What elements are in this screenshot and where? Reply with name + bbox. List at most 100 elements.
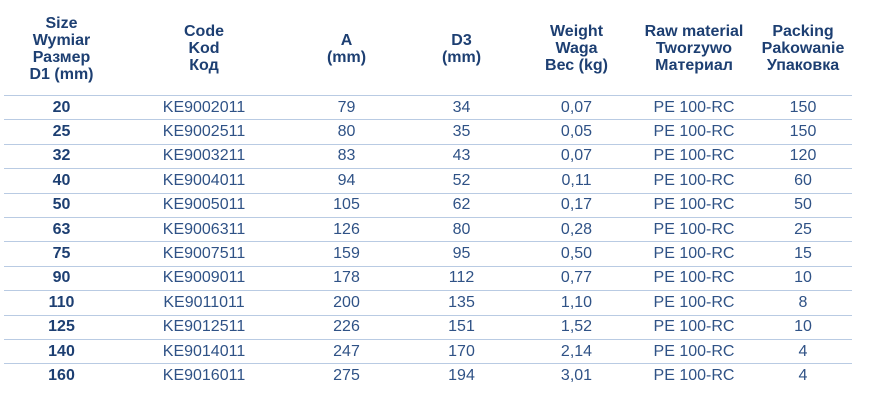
header-label-line: D1 (mm) xyxy=(29,65,94,83)
size-cell: 125 xyxy=(4,315,119,340)
header-label-line: Wymiar xyxy=(32,31,91,49)
a-cell: 126 xyxy=(289,217,404,243)
dimensions-table: Size Wymiar Размер D1 (mm) Code Kod Код A (mm) D3… xyxy=(4,2,852,388)
header-label-line: Код xyxy=(189,57,219,74)
d3-cell: 170 xyxy=(404,339,519,365)
d3-cell: 151 xyxy=(404,315,519,340)
header-label-line: Packing xyxy=(772,23,834,40)
material-cell: PE 100-RC xyxy=(634,119,754,145)
table-body: 20 KE9002011 79 34 0,07 PE 100-RC 150 25 KE90025… xyxy=(4,95,852,388)
header-label-line: Raw material xyxy=(644,23,744,40)
d3-cell: 80 xyxy=(404,217,519,243)
table-row: 160 KE9016011 275 194 3,01 PE 100-RC 4 xyxy=(4,364,852,388)
code-cell: KE9002011 xyxy=(119,95,289,121)
header-label-line: A xyxy=(340,31,353,49)
packing-cell: 8 xyxy=(754,290,852,316)
packing-cell: 60 xyxy=(754,168,852,194)
weight-cell: 0,05 xyxy=(519,119,634,145)
a-cell: 200 xyxy=(289,290,404,316)
header-size: Size Wymiar Размер D1 (mm) xyxy=(4,2,119,96)
header-weight: Weight Waga Вес (kg) xyxy=(519,2,634,96)
d3-cell: 62 xyxy=(404,193,519,218)
size-cell: 110 xyxy=(4,290,119,316)
size-cell: 63 xyxy=(4,217,119,243)
packing-cell: 10 xyxy=(754,315,852,340)
table-row: 125 KE9012511 226 151 1,52 PE 100-RC 10 xyxy=(4,315,852,340)
header-label-line: Вес (kg) xyxy=(545,57,608,74)
packing-cell: 150 xyxy=(754,119,852,145)
header-label-line: Waga xyxy=(555,40,598,57)
weight-cell: 0,07 xyxy=(519,95,634,121)
header-label-line: Tworzywo xyxy=(655,40,733,57)
packing-cell: 4 xyxy=(754,339,852,365)
size-cell: 160 xyxy=(48,366,75,384)
size-cell: 75 xyxy=(4,241,119,267)
d3-cell: 52 xyxy=(404,168,519,194)
header-label-line: (mm) xyxy=(326,48,367,66)
a-cell: 226 xyxy=(289,315,404,340)
d3-cell: 95 xyxy=(404,241,519,267)
packing-cell: 10 xyxy=(754,266,852,292)
code-cell: KE9016011 xyxy=(162,366,246,384)
a-cell: 79 xyxy=(289,95,404,121)
table-row: 25 KE9002511 80 35 0,05 PE 100-RC 150 xyxy=(4,119,852,145)
material-cell: PE 100-RC xyxy=(634,315,754,340)
header-label-line: Size xyxy=(45,14,78,32)
code-cell: KE9006311 xyxy=(119,217,289,243)
header-label-line: Kod xyxy=(188,40,220,57)
material-cell: PE 100-RC xyxy=(653,366,735,384)
weight-cell: 0,11 xyxy=(519,168,634,194)
code-cell: KE9002511 xyxy=(119,119,289,145)
table-row: 140 KE9014011 247 170 2,14 PE 100-RC 4 xyxy=(4,339,852,365)
size-cell: 40 xyxy=(4,168,119,194)
header-label-line: Упаковка xyxy=(766,57,840,74)
weight-cell: 1,52 xyxy=(519,315,634,340)
packing-cell: 50 xyxy=(754,193,852,218)
packing-cell: 25 xyxy=(754,217,852,243)
material-cell: PE 100-RC xyxy=(634,290,754,316)
header-label-line: D3 xyxy=(451,31,472,49)
a-cell: 247 xyxy=(289,339,404,365)
header-label-line: Weight xyxy=(549,23,604,40)
d3-cell: 112 xyxy=(404,266,519,292)
weight-cell: 2,14 xyxy=(519,339,634,365)
code-cell: KE9004011 xyxy=(119,168,289,194)
header-raw-material: Raw material Tworzywo Материал xyxy=(634,2,754,96)
weight-cell: 0,17 xyxy=(519,193,634,218)
code-cell: KE9011011 xyxy=(119,290,289,316)
size-cell: 32 xyxy=(4,144,119,170)
packing-cell: 15 xyxy=(754,241,852,267)
material-cell: PE 100-RC xyxy=(634,168,754,194)
a-cell: 83 xyxy=(289,144,404,170)
table-row: 75 KE9007511 159 95 0,50 PE 100-RC 15 xyxy=(4,241,852,267)
weight-cell: 0,50 xyxy=(519,241,634,267)
code-cell: KE9014011 xyxy=(119,339,289,365)
weight-cell: 0,77 xyxy=(519,266,634,292)
header-label-line: (mm) xyxy=(441,48,482,66)
code-cell: KE9009011 xyxy=(119,266,289,292)
d3-cell: 35 xyxy=(404,119,519,145)
code-cell: KE9005011 xyxy=(119,193,289,218)
size-cell: 50 xyxy=(4,193,119,218)
header-packing: Packing Pakowanie Упаковка xyxy=(754,2,852,96)
d3-cell: 34 xyxy=(404,95,519,121)
header-code: Code Kod Код xyxy=(119,2,289,96)
material-cell: PE 100-RC xyxy=(634,217,754,243)
packing-cell: 150 xyxy=(754,95,852,121)
packing-cell: 120 xyxy=(754,144,852,170)
d3-cell: 43 xyxy=(404,144,519,170)
material-cell: PE 100-RC xyxy=(634,144,754,170)
size-cell: 140 xyxy=(4,339,119,365)
table-row: 40 KE9004011 94 52 0,11 PE 100-RC 60 xyxy=(4,168,852,194)
header-d3: D3 (mm) xyxy=(404,2,519,96)
material-cell: PE 100-RC xyxy=(634,266,754,292)
material-cell: PE 100-RC xyxy=(634,339,754,365)
table-header: Size Wymiar Размер D1 (mm) Code Kod Код A (mm) D3… xyxy=(4,2,852,96)
header-label-line: Pakowanie xyxy=(761,40,845,57)
code-cell: KE9012511 xyxy=(119,315,289,340)
header-label-line: Размер xyxy=(32,48,91,66)
table-row: 110 KE9011011 200 135 1,10 PE 100-RC 8 xyxy=(4,290,852,316)
weight-cell: 0,28 xyxy=(519,217,634,243)
header-label-line: Материал xyxy=(655,57,733,74)
a-cell: 105 xyxy=(289,193,404,218)
